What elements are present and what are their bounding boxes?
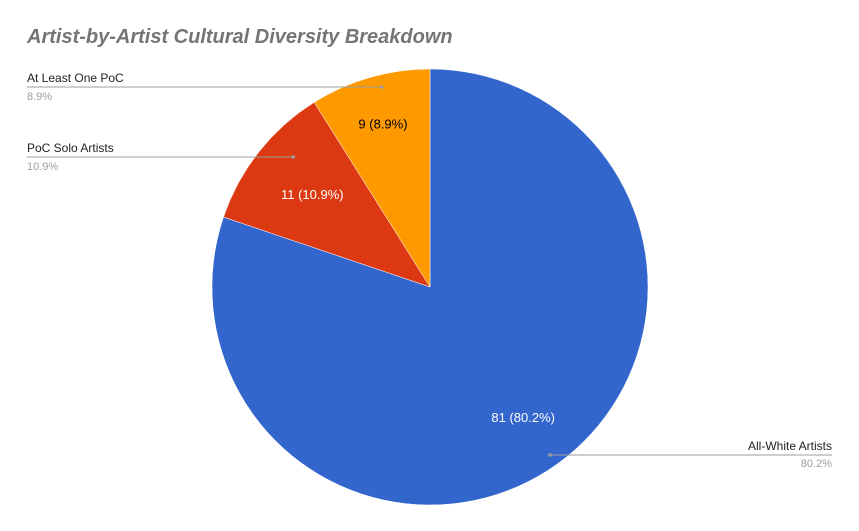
legend-name-at-least-one-poc: At Least One PoC <box>27 71 124 85</box>
data-label-at-least-one-poc: 9 (8.9%) <box>358 117 407 132</box>
legend-name-all-white-artists: All-White Artists <box>748 439 832 453</box>
leader-dot-at-least-one-poc <box>380 85 384 89</box>
data-label-poc-solo-artists: 11 (10.9%) <box>281 187 344 202</box>
legend-percent-at-least-one-poc: 8.9% <box>27 91 52 103</box>
legend-percent-poc-solo-artists: 10.9% <box>27 161 58 173</box>
chart-title: Artist-by-Artist Cultural Diversity Brea… <box>27 26 453 48</box>
legend-percent-all-white-artists: 80.2% <box>801 458 832 470</box>
data-label-all-white-artists: 81 (80.2%) <box>491 410 555 425</box>
pie-slice-at-least-one-poc <box>313 68 431 288</box>
leader-dot-poc-solo-artists <box>291 155 296 159</box>
leader-dot-all-white-artists <box>548 453 552 457</box>
legend-name-poc-solo-artists: PoC Solo Artists <box>27 141 114 155</box>
pie-slice-poc-solo-artists <box>223 101 431 288</box>
